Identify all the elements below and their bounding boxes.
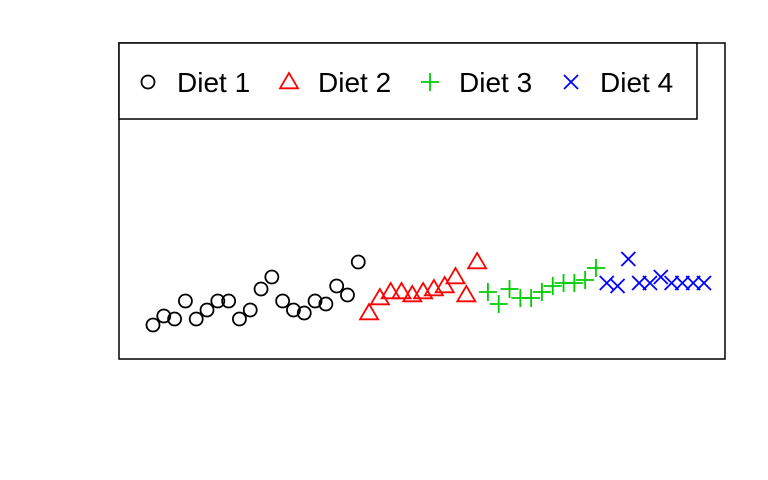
- data-point: [599, 275, 615, 291]
- data-point: [489, 295, 508, 313]
- legend-marker: [140, 74, 156, 90]
- data-point: [620, 251, 637, 267]
- data-point: [340, 287, 355, 303]
- data-point: [369, 287, 391, 306]
- data-point: [478, 283, 497, 301]
- data-point: [685, 275, 701, 291]
- data-point: [307, 293, 323, 309]
- data-point: [466, 251, 488, 270]
- data-point: [178, 293, 193, 309]
- legend-label: Diet 1: [177, 67, 250, 98]
- legend-marker: [278, 71, 300, 90]
- data-point: [653, 269, 669, 285]
- data-point: [455, 284, 477, 303]
- data-point: [631, 275, 647, 291]
- data-points: [145, 251, 712, 333]
- data-point: [522, 289, 541, 307]
- data-point: [358, 302, 380, 321]
- data-point: [199, 302, 215, 318]
- legend-box: [118, 42, 698, 120]
- data-point: [145, 317, 161, 333]
- data-point: [167, 311, 183, 327]
- data-point: [350, 254, 366, 270]
- data-point: [696, 275, 712, 291]
- data-point: [242, 302, 258, 318]
- data-point: [275, 293, 291, 309]
- data-point: [318, 296, 334, 312]
- data-point: [380, 281, 402, 300]
- data-point: [543, 277, 562, 295]
- data-point: [232, 311, 247, 327]
- data-point: [296, 305, 312, 321]
- data-point: [444, 266, 467, 285]
- data-point: [500, 280, 519, 298]
- data-point: [576, 271, 595, 289]
- data-point: [156, 308, 172, 324]
- legend-label: Diet 2: [318, 67, 391, 98]
- data-point: [565, 274, 584, 292]
- data-point: [286, 302, 301, 318]
- data-point: [210, 293, 226, 309]
- data-point: [329, 278, 345, 294]
- data-point: [532, 283, 551, 301]
- data-point: [609, 278, 626, 294]
- data-point: [253, 281, 269, 297]
- legend-marker: [421, 73, 439, 91]
- data-point: [434, 275, 456, 294]
- legend-marker: [563, 74, 579, 90]
- data-point: [221, 293, 237, 309]
- data-point: [586, 259, 605, 277]
- data-point: [642, 275, 658, 291]
- data-point: [663, 275, 680, 291]
- legend: Diet 1 Diet 2 Diet 3 Diet 4: [118, 42, 698, 120]
- legend-label: Diet 4: [600, 67, 673, 98]
- legend-label: Diet 3: [459, 67, 532, 98]
- data-point: [264, 269, 280, 285]
- data-point: [674, 275, 691, 291]
- data-point: [188, 311, 204, 327]
- data-point: [390, 281, 413, 300]
